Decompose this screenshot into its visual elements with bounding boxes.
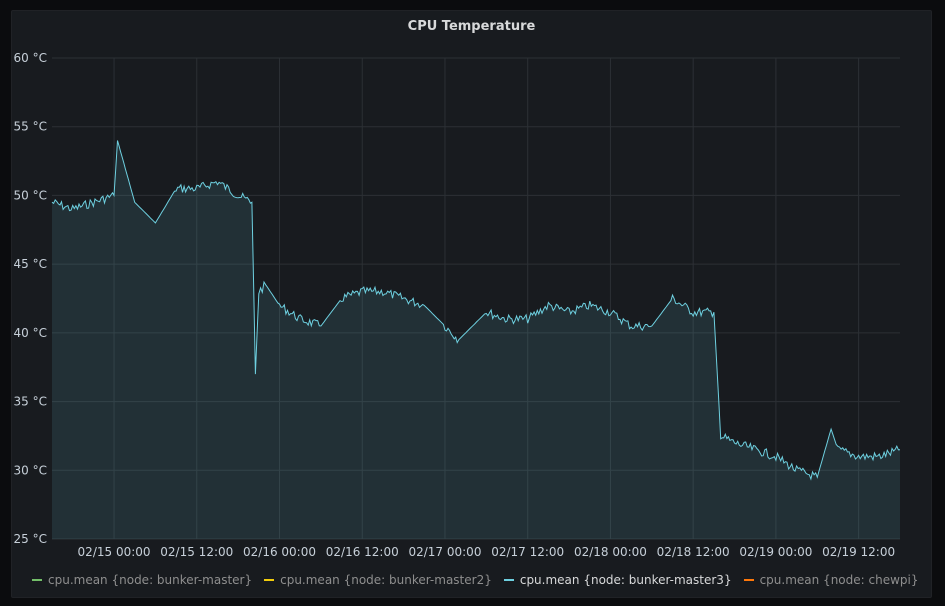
- chart-legend: cpu.mean {node: bunker-master} cpu.mean {…: [32, 571, 930, 589]
- panel-title[interactable]: CPU Temperature: [407, 19, 536, 34]
- legend-item[interactable]: cpu.mean {node: bunker-master3}: [503, 573, 732, 587]
- y-tick-label: 55 °C: [14, 120, 47, 134]
- y-tick-label: 60 °C: [14, 51, 47, 65]
- legend-item[interactable]: cpu.mean {node: bunker-master}: [32, 573, 252, 587]
- y-tick-label: 30 °C: [14, 463, 47, 477]
- x-tick-label: 02/15 00:00: [78, 545, 151, 559]
- y-tick-label: 45 °C: [14, 257, 47, 271]
- x-tick-label: 02/16 00:00: [243, 545, 316, 559]
- legend-item[interactable]: cpu.mean {node: chewpi}: [743, 573, 919, 587]
- y-tick-label: 25 °C: [14, 532, 47, 546]
- series-line[interactable]: [51, 140, 901, 481]
- legend-swatch-icon: [503, 579, 514, 581]
- chart-panel: CPU Temperature 60 °C 55 °C 50 °C 45 °C 40 °…: [11, 10, 932, 598]
- legend-swatch-icon: [32, 579, 42, 581]
- x-tick-label: 02/17 00:00: [408, 545, 481, 559]
- series-area: [52, 140, 900, 539]
- temperature-chart[interactable]: 60 °C 55 °C 50 °C 45 °C 40 °C 35 °C 30 °C 25 °C…: [12, 11, 931, 597]
- legend-swatch-icon: [743, 579, 754, 581]
- x-tick-label: 02/19 00:00: [739, 545, 812, 559]
- x-tick-label: 02/18 12:00: [657, 545, 730, 559]
- legend-label: cpu.mean {node: bunker-master3}: [519, 573, 732, 587]
- y-tick-label: 35 °C: [14, 395, 47, 409]
- legend-label: cpu.mean {node: bunker-master2}: [280, 573, 492, 587]
- x-tick-label: 02/17 12:00: [491, 545, 564, 559]
- y-tick-label: 50 °C: [14, 188, 47, 202]
- legend-label: cpu.mean {node: bunker-master}: [48, 573, 253, 587]
- legend-item[interactable]: cpu.mean {node: bunker-master2}: [264, 573, 492, 587]
- legend-label: cpu.mean {node: chewpi}: [759, 573, 919, 587]
- x-tick-label: 02/16 12:00: [326, 545, 399, 559]
- y-tick-label: 40 °C: [14, 326, 47, 340]
- legend-swatch-icon: [264, 579, 275, 581]
- x-tick-label: 02/15 12:00: [160, 545, 233, 559]
- x-tick-label: 02/18 00:00: [574, 545, 647, 559]
- x-tick-label: 02/19 12:00: [822, 545, 895, 559]
